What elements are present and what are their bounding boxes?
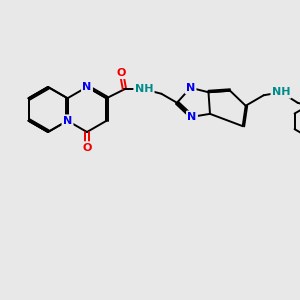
Text: N: N <box>63 116 72 126</box>
Text: N: N <box>82 82 91 92</box>
Text: NH: NH <box>272 87 290 97</box>
Text: NH: NH <box>135 84 153 94</box>
Text: N: N <box>188 112 196 122</box>
Text: N: N <box>186 83 195 93</box>
Text: O: O <box>117 68 126 78</box>
Text: O: O <box>82 142 92 153</box>
